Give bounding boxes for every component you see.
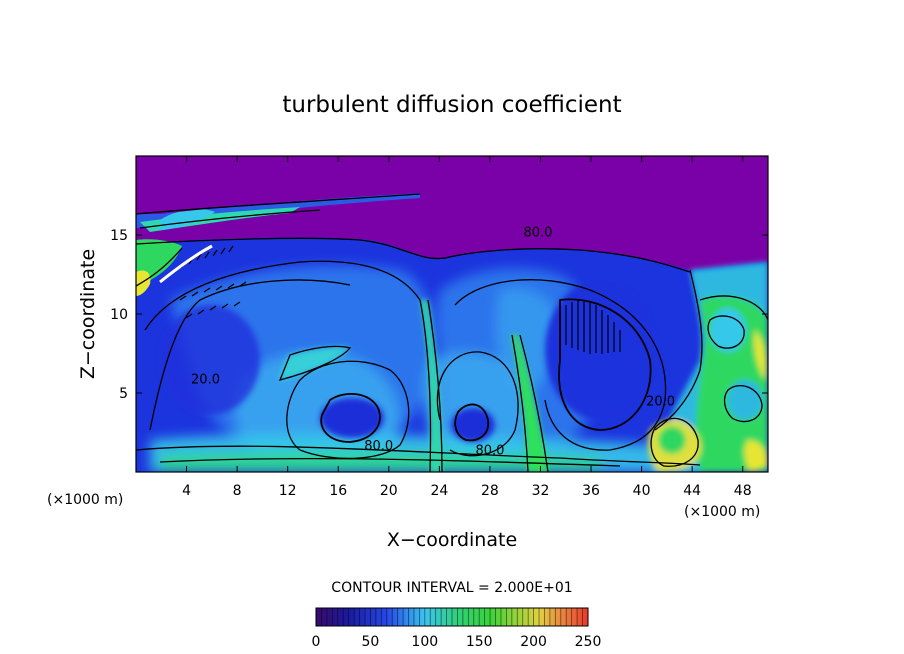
chart-title: turbulent diffusion coefficient	[282, 92, 621, 118]
hatched-patches	[179, 245, 621, 354]
left-upper-streaks	[136, 193, 420, 296]
colorbar: 0 50 100 150 200 250	[312, 607, 602, 650]
contour-label: 80.0	[364, 439, 393, 454]
contour-field	[136, 156, 768, 472]
y-axis: 5 10 15	[110, 228, 768, 402]
contour-lines	[136, 193, 768, 472]
colorbar-stripes	[321, 608, 583, 626]
x-tick-label: 16	[329, 483, 347, 499]
x-axis: 4 8 12 16 20 24 28 32 36 40 44 48	[182, 156, 752, 499]
x-tick-label: 28	[481, 483, 499, 499]
y-tick-label: 15	[110, 228, 128, 244]
white-streak	[159, 244, 213, 284]
y-tick-label: 10	[110, 307, 128, 323]
colorbar-tick-labels: 0 50 100 150 200 250	[312, 634, 602, 650]
green-columns	[280, 300, 548, 472]
colorbar-tick-label: 100	[411, 634, 438, 650]
colorbar-tick-label: 0	[312, 634, 321, 650]
contour-label: 80.0	[475, 444, 504, 459]
x-tick-label: 48	[734, 483, 752, 499]
contour-label: 80.0	[523, 226, 552, 241]
x-tick-label: 36	[582, 483, 600, 499]
colorbar-tick-label: 50	[361, 634, 379, 650]
y-axis-label: Z−coordinate	[77, 249, 99, 379]
x-tick-label: 40	[633, 483, 651, 499]
contour-label: 20.0	[191, 373, 220, 388]
y-tick-label: 5	[119, 386, 128, 402]
colorbar-tick-label: 200	[520, 634, 547, 650]
x-tick-label: 8	[233, 483, 242, 499]
x-tick-label: 4	[182, 483, 191, 499]
upper-purple-tongue	[136, 156, 768, 214]
colorbar-tick-label: 250	[575, 634, 602, 650]
x-unit-right: (×1000 m)	[684, 504, 760, 520]
x-axis-label: X−coordinate	[387, 529, 517, 551]
x-tick-label: 20	[380, 483, 398, 499]
x-tick-label: 32	[532, 483, 550, 499]
colorbar-tick-label: 150	[466, 634, 493, 650]
x-tick-label: 24	[430, 483, 448, 499]
contour-interval-text: CONTOUR INTERVAL = 2.000E+01	[331, 580, 572, 596]
x-tick-label: 12	[279, 483, 297, 499]
x-tick-label: 44	[683, 483, 701, 499]
contour-labels: 80.0 80.0 80.0 20.0 20.0	[191, 226, 675, 459]
x-unit-left: (×1000 m)	[47, 492, 123, 508]
contour-label: 20.0	[646, 395, 675, 410]
